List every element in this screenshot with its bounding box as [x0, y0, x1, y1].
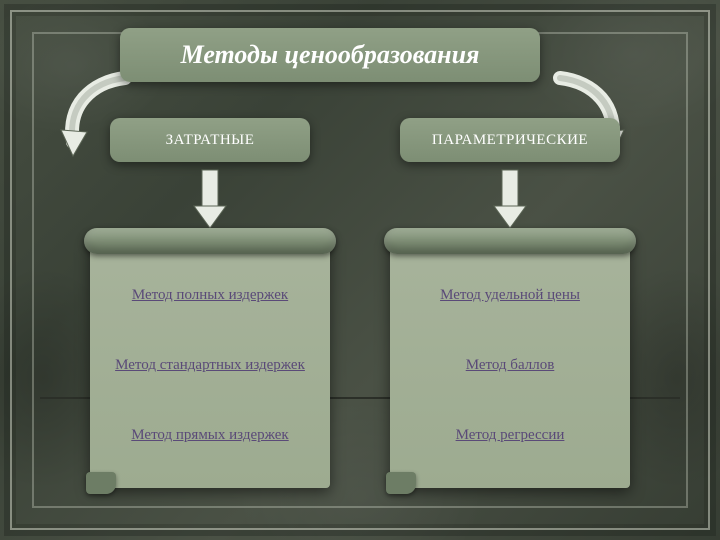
scroll-roll-icon [84, 228, 336, 254]
category-label: ПАРАМЕТРИЧЕСКИЕ [432, 132, 588, 149]
methods-scroll-cost: Метод полных издержек Метод стандартных … [90, 238, 330, 488]
diagram-title-text: Методы ценообразования [181, 40, 480, 70]
scroll-curl-icon [86, 472, 116, 494]
category-box-param: ПАРАМЕТРИЧЕСКИЕ [400, 118, 620, 162]
methods-scroll-param: Метод удельной цены Метод баллов Метод р… [390, 238, 630, 488]
method-link[interactable]: Метод регрессии [456, 425, 565, 445]
method-link[interactable]: Метод удельной цены [440, 285, 580, 305]
scroll-body: Метод полных издержек Метод стандартных … [104, 260, 316, 470]
method-link[interactable]: Метод полных издержек [132, 285, 288, 305]
method-link[interactable]: Метод баллов [466, 355, 555, 375]
category-box-cost: ЗАТРАТНЫЕ [110, 118, 310, 162]
scroll-curl-icon [386, 472, 416, 494]
diagram-title: Методы ценообразования [120, 28, 540, 82]
scroll-body: Метод удельной цены Метод баллов Метод р… [404, 260, 616, 470]
scroll-roll-icon [384, 228, 636, 254]
category-label: ЗАТРАТНЫЕ [166, 132, 255, 149]
method-link[interactable]: Метод прямых издержек [131, 425, 288, 445]
method-link[interactable]: Метод стандартных издержек [115, 355, 305, 375]
